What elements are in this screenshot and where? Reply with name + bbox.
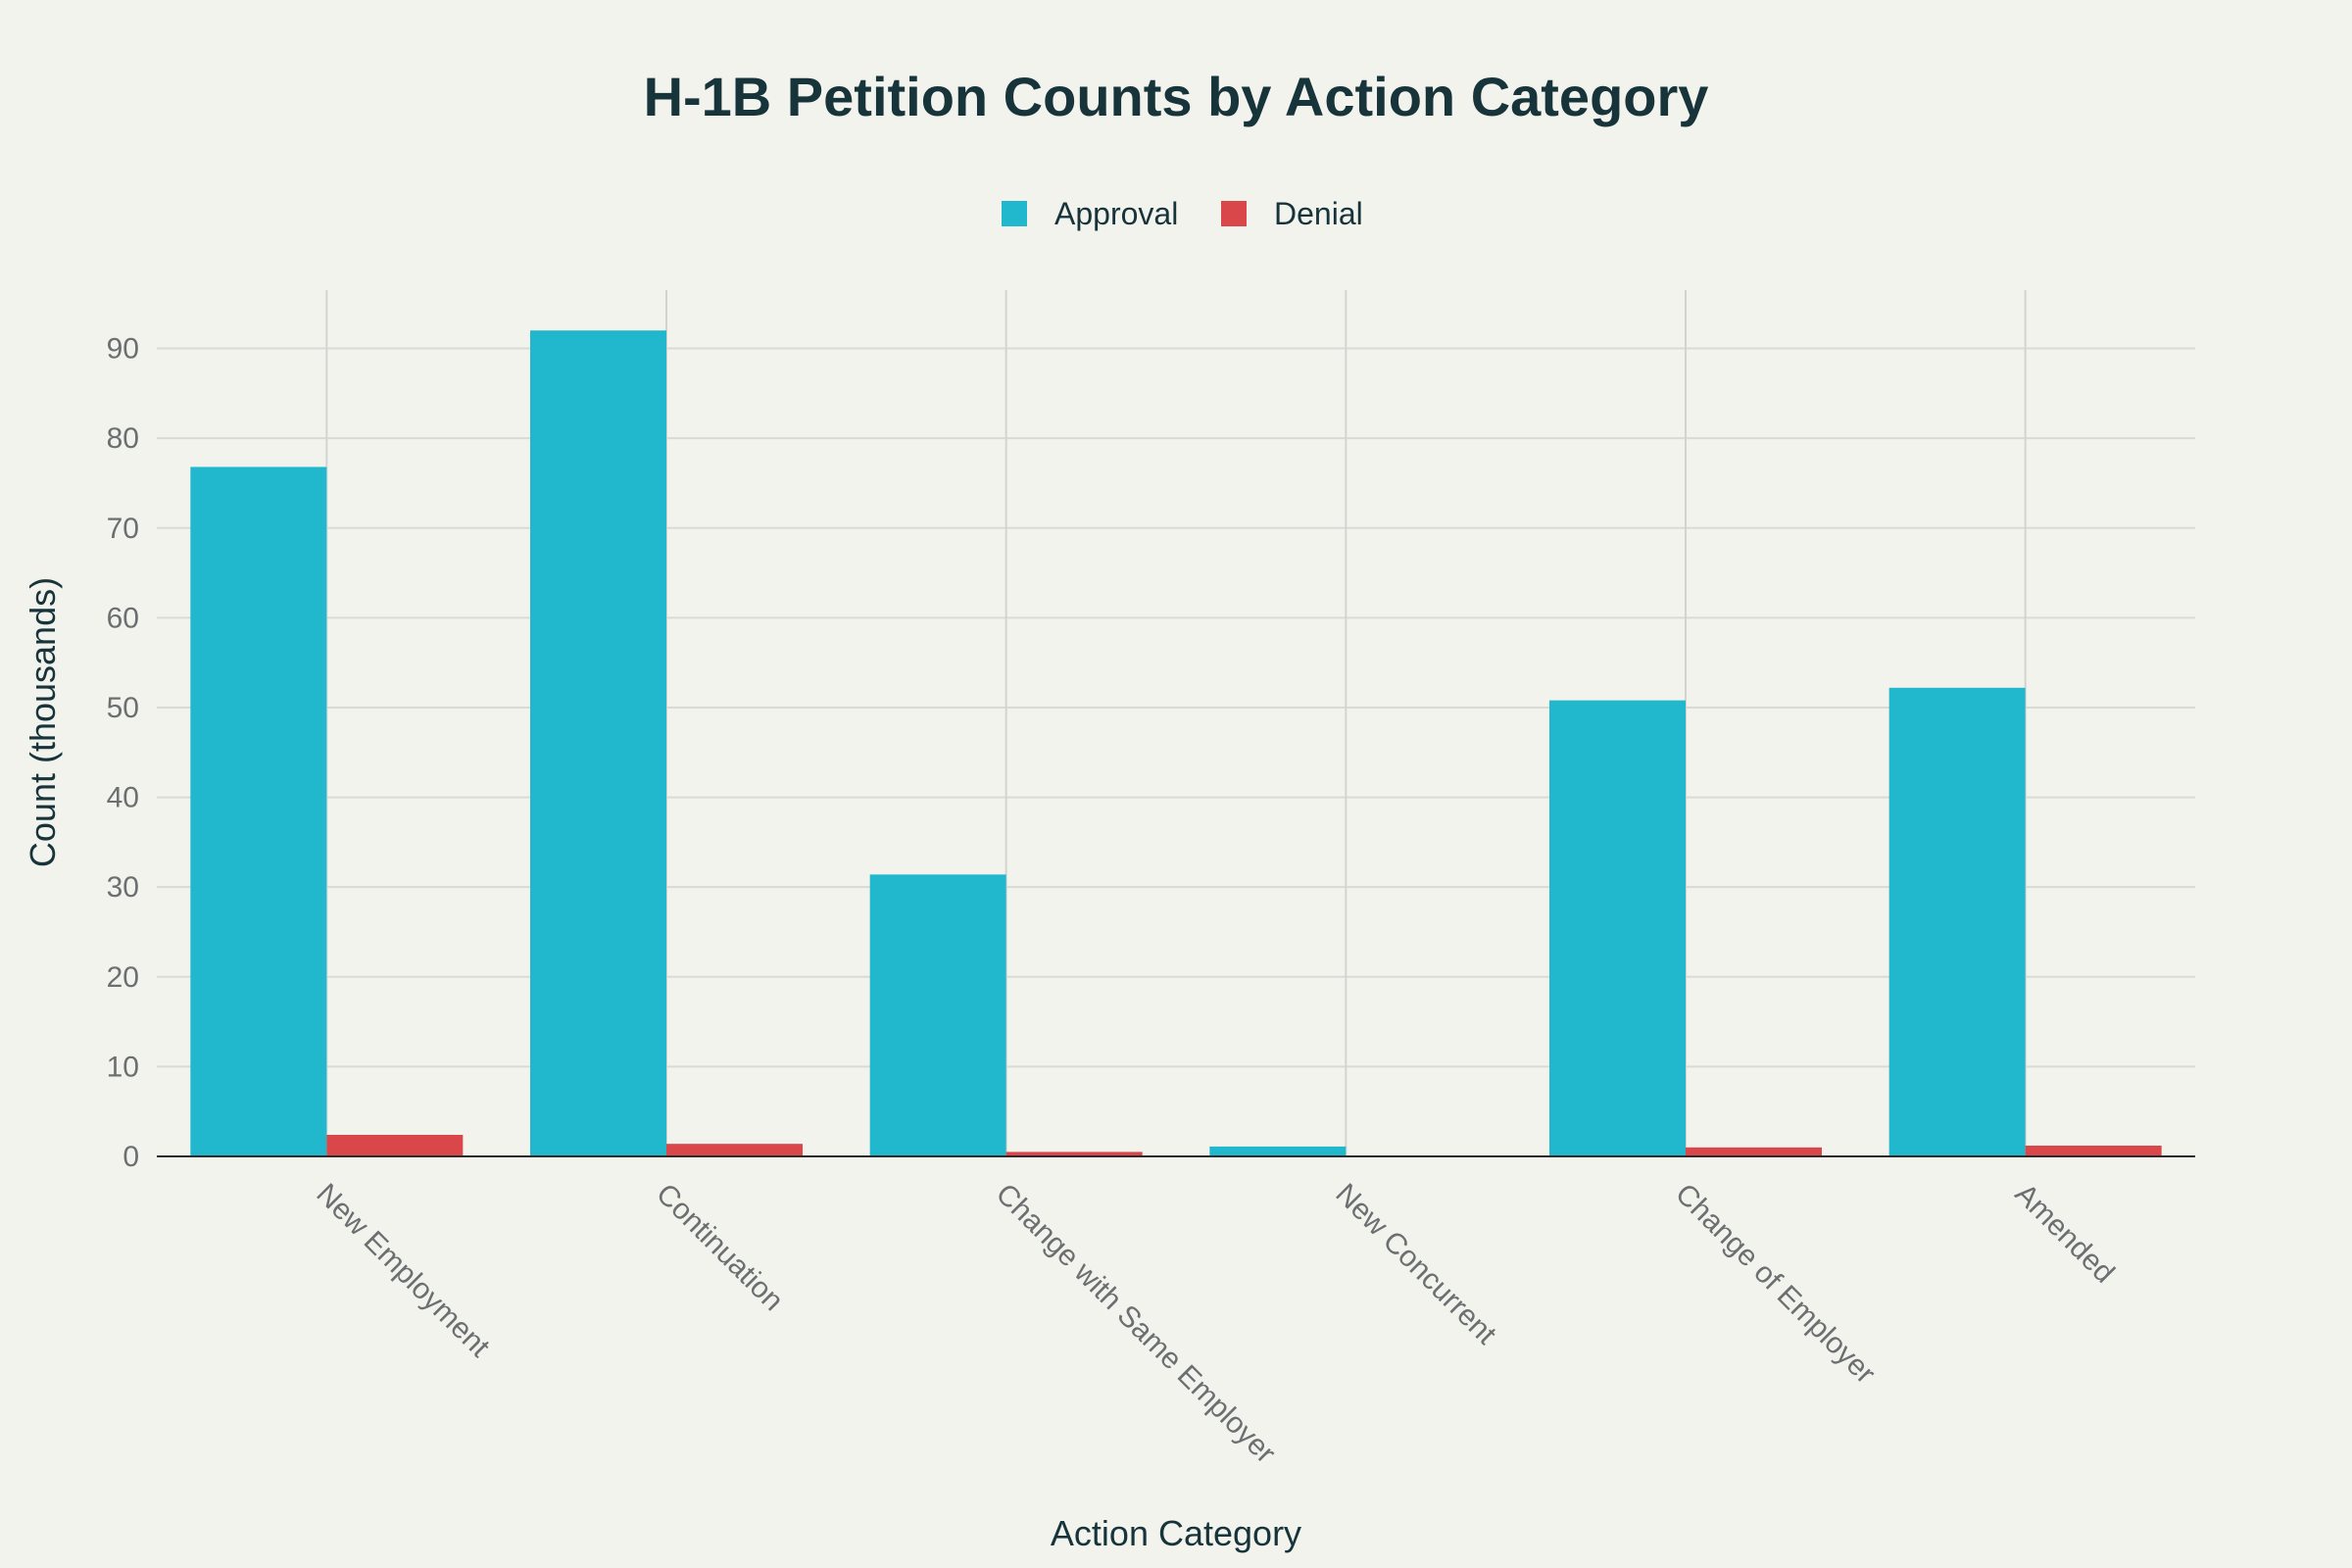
bar-approval-new-concurrent — [1209, 1146, 1347, 1156]
bar-denial-amended — [2025, 1146, 2162, 1156]
x-tick-label-continuation: Continuation — [650, 1178, 789, 1317]
y-tick-label: 40 — [107, 782, 139, 814]
y-tick-label: 0 — [122, 1141, 139, 1173]
bar-approval-continuation — [530, 330, 666, 1157]
y-tick-label: 20 — [107, 961, 139, 994]
bar-denial-continuation — [666, 1144, 803, 1156]
y-tick-label: 10 — [107, 1051, 139, 1083]
bar-denial-change-of-employer — [1686, 1147, 1822, 1156]
x-tick-label-new-employment: New Employment — [310, 1178, 496, 1364]
bar-approval-amended — [1888, 687, 2026, 1156]
bars — [190, 330, 2162, 1157]
y-tick-label: 60 — [107, 602, 139, 634]
bar-approval-change-of-employer — [1549, 700, 1686, 1156]
x-tick-label-new-concurrent: New Concurrent — [1329, 1178, 1502, 1351]
x-tick-label-amended: Amended — [2009, 1178, 2121, 1290]
x-tick-labels: New Employment Continuation Change with Sa… — [310, 1178, 2120, 1470]
y-tick-label: 90 — [107, 333, 139, 366]
y-tick-label: 30 — [107, 871, 139, 904]
legend-swatch — [1221, 201, 1247, 226]
x-axis-title: Action Category — [1051, 1513, 1301, 1553]
legend-swatch — [1002, 201, 1027, 226]
y-tick-labels: 0 10 20 30 40 50 60 70 80 90 — [107, 333, 139, 1173]
legend-item-denial: Denial — [1221, 196, 1363, 231]
bar-denial-new-employment — [326, 1135, 464, 1156]
legend-label: Approval — [1054, 196, 1178, 231]
y-tick-label: 80 — [107, 422, 139, 455]
legend-label: Denial — [1274, 196, 1363, 231]
chart-title: H-1B Petition Counts by Action Category — [644, 66, 1709, 127]
bar-approval-new-employment — [190, 466, 327, 1157]
legend-item-approval: Approval — [1002, 196, 1178, 231]
y-tick-label: 70 — [107, 513, 139, 545]
x-tick-label-change-of-employer: Change of Employer — [1669, 1178, 1882, 1391]
bar-denial-change-with-same-employer — [1005, 1152, 1143, 1156]
y-tick-label: 50 — [107, 692, 139, 724]
x-tick-label-change-with-same-employer: Change with Same Employer — [990, 1178, 1282, 1470]
bar-approval-change-with-same-employer — [869, 874, 1006, 1156]
y-axis-title: Count (thousands) — [23, 577, 63, 867]
legend: Approval Denial — [1002, 196, 1363, 231]
